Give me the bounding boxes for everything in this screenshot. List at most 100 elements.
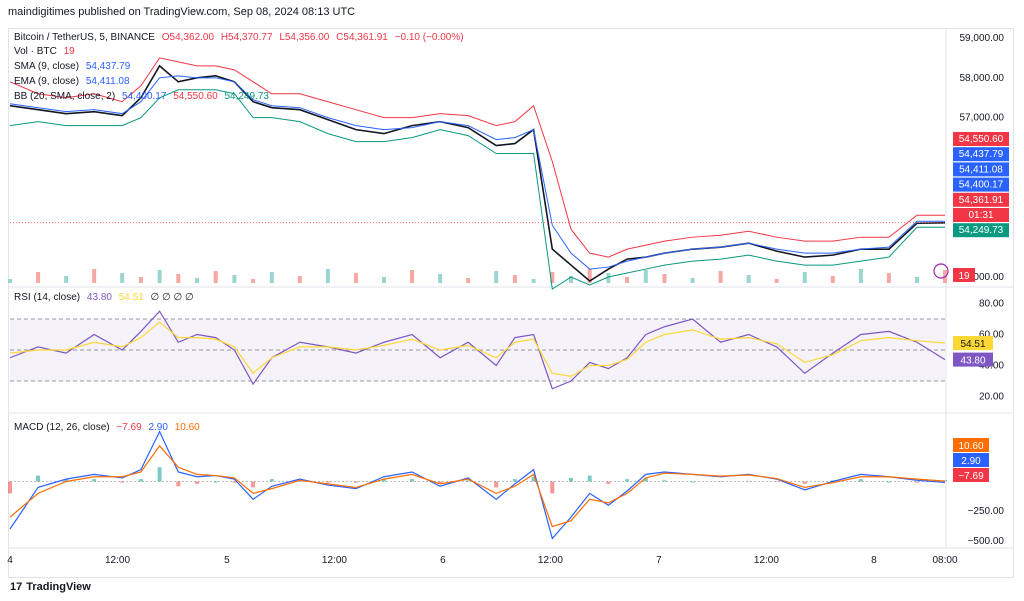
macd-histogram-bar: [802, 481, 807, 484]
time-tick-label: 08:00: [932, 555, 957, 566]
macd-histogram-bar: [886, 481, 891, 483]
macd-histogram-bar: [195, 481, 199, 484]
volume-bar: [774, 279, 779, 283]
macd-histogram-bar: [569, 477, 573, 482]
price-badge: [953, 208, 1009, 222]
price-badge: [953, 162, 1009, 177]
macd-histogram-bar: [353, 481, 358, 483]
tradingview-logo[interactable]: 17 TradingView: [10, 581, 91, 593]
macd-histogram-bar: [120, 481, 125, 483]
macd-badge-label: −7.69: [958, 471, 984, 482]
rsi-tick-label: 20.00: [979, 392, 1004, 403]
volume-bar: [251, 279, 256, 283]
macd-histogram-bar: [92, 479, 97, 482]
macd-histogram-bar: [746, 480, 751, 482]
price-badge: [953, 192, 1009, 207]
volume-bar: [232, 275, 237, 283]
rsi-legend: RSI (14, close) 43.80 54.51 ∅ ∅ ∅ ∅: [14, 292, 198, 304]
volume-bar: [64, 276, 69, 283]
volume-bar: [606, 273, 611, 283]
volume-value: 19: [63, 46, 75, 57]
volume-badge: [953, 268, 975, 282]
macd-histogram-bar: [213, 481, 218, 483]
change-value: −0.10 (−0.00%): [394, 32, 464, 43]
macd-histogram-bar: [774, 481, 779, 483]
rsi-badge-label: 54.51: [960, 339, 985, 350]
volume-bar: [213, 271, 218, 283]
volume-bar: [569, 276, 573, 283]
time-tick-label: 12:00: [105, 555, 130, 566]
volume-bar: [325, 269, 330, 283]
volume-bar: [382, 277, 386, 283]
volume-bar: [625, 277, 630, 283]
volume-bar: [438, 274, 443, 283]
macd-histogram-bar: [36, 475, 41, 482]
macd-tick-label: −500.00: [968, 536, 1005, 547]
macd-badge: [953, 453, 989, 467]
volume-bar: [858, 269, 863, 283]
macd-histogram-bar: [718, 481, 723, 483]
volume-bar: [269, 272, 274, 283]
bb-upper-value: 54,550.60: [173, 91, 218, 102]
price-tick-label: 53,000.00: [960, 272, 1005, 283]
rsi-line-rsi-ma: [9, 321, 946, 377]
price-tick-label: 58,000.00: [960, 73, 1005, 84]
ema-label: EMA (9, close): [14, 76, 80, 87]
price-tick-label: 57,000.00: [960, 113, 1005, 124]
macd-badge-label: 10.60: [958, 441, 983, 452]
price-badge-label: 01:31: [968, 210, 993, 221]
publisher-line: maindigitimes published on TradingView.c…: [8, 6, 356, 18]
volume-bar: [802, 272, 807, 283]
price-badge: [953, 223, 1009, 238]
macd-histogram-bar: [138, 479, 143, 482]
macd-value: −7.69: [116, 422, 142, 433]
volume-bar: [830, 276, 835, 283]
price-badge-label: 54,437.79: [959, 149, 1004, 160]
sma-legend: SMA (9, close) 54,437.79: [14, 61, 134, 73]
price-badge-label: 54,361.91: [959, 195, 1004, 206]
volume-badge-label: 19: [958, 271, 970, 282]
histogram-value: 10.60: [174, 422, 200, 433]
macd-histogram-bar: [325, 481, 330, 483]
volume-bar: [550, 272, 555, 283]
macd-histogram-bar: [8, 481, 12, 494]
price-badge: [953, 147, 1009, 162]
bb-legend: BB (20, SMA, close, 2) 54,400.17 54,550.…: [14, 91, 273, 103]
time-tick-label: 5: [224, 555, 230, 566]
series-line-bb-basis: [9, 75, 946, 270]
macd-histogram-bar: [531, 476, 536, 482]
volume-bar: [36, 272, 41, 283]
volume-bar: [92, 269, 97, 283]
price-badge-label: 54,550.60: [959, 134, 1004, 145]
signal-value: 2.90: [148, 422, 168, 433]
ema-value: 54,411.08: [85, 76, 130, 87]
main-legend-line: Bitcoin / TetherUS, 5, BINANCE O54,362.0…: [14, 32, 468, 44]
ema-legend: EMA (9, close) 54,411.08: [14, 76, 134, 88]
bb-label: BB (20, SMA, close, 2): [14, 91, 116, 102]
time-tick-label: 4: [7, 555, 13, 566]
volume-bar: [494, 271, 499, 283]
macd-badge-label: 2.90: [961, 456, 981, 467]
rsi-extra-values: ∅ ∅ ∅ ∅: [150, 292, 194, 303]
time-tick-label: 12:00: [322, 555, 347, 566]
macd-histogram-bar: [438, 481, 443, 484]
volume-bar: [138, 277, 143, 283]
macd-histogram-bar: [382, 479, 386, 482]
tradingview-brand: TradingView: [26, 581, 91, 593]
rsi-badge-label: 43.80: [960, 356, 985, 367]
macd-histogram-bar: [625, 479, 630, 482]
volume-bar: [531, 279, 536, 283]
rsi-tick-label: 80.00: [979, 299, 1004, 310]
bb-basis-value: 54,400.17: [121, 91, 167, 102]
rsi-value: 43.80: [86, 292, 112, 303]
macd-histogram-bar: [606, 481, 611, 484]
macd-histogram-bar: [662, 480, 667, 482]
sma-value: 54,437.79: [85, 61, 131, 72]
macd-badge: [953, 468, 989, 482]
volume-bar: [466, 278, 471, 283]
rsi-ma-value: 54.51: [118, 292, 144, 303]
series-line-bb-upper: [9, 57, 946, 258]
macd-histogram-bar: [858, 479, 863, 482]
tradingview-mark-icon: 17: [10, 581, 23, 593]
